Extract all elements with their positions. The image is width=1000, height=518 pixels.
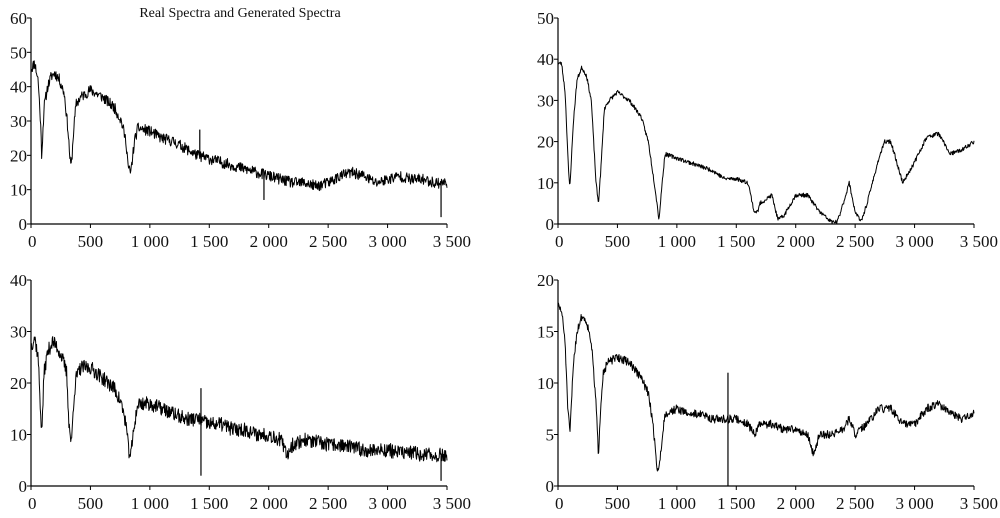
y-tick-label: 20 [10,374,27,393]
y-tick-label: 10 [10,426,27,445]
y-tick-label: 20 [537,133,554,152]
x-tick-label: 2 500 [309,232,347,251]
x-tick-label: 0 [28,494,37,513]
y-tick-label: 10 [10,181,27,200]
y-tick-label: 30 [537,91,554,110]
y-tick-label: 10 [537,174,554,193]
y-tick-label: 5 [546,426,555,445]
x-tick-label: 3 000 [895,232,933,251]
chart-panel-bottom-left: 0 10 20 30 40 0 500 1 000 1 500 2 000 2 500 3 000 3 … [10,271,471,513]
x-tick-label: 1 000 [658,232,696,251]
y-tick-label: 60 [10,9,27,28]
chart-panel-bottom-right: 0 5 10 15 20 0 500 1 000 1 500 2 000 2 500 3 000 3 5… [537,271,998,513]
x-tick-label: 500 [78,494,104,513]
x-tick-label: 3 000 [895,494,933,513]
y-tick-label: 15 [537,323,554,342]
x-tick-label: 3 500 [433,494,471,513]
x-tick-label: 1 500 [717,232,755,251]
x-tick-label: 1 000 [658,494,696,513]
x-tick-label: 2 000 [777,232,815,251]
y-tick-label: 30 [10,323,27,342]
y-tick-label: 20 [537,271,554,290]
chart-panel-top-left: 0 10 20 30 40 50 60 0 500 1 000 1 500 2 000 2 500 3 0… [10,9,471,251]
y-tick-label: 0 [546,215,555,234]
y-tick-label: 0 [546,477,555,496]
x-tick-label: 3 500 [960,232,998,251]
x-tick-label: 0 [28,232,37,251]
x-tick-label: 2 000 [250,232,288,251]
x-tick-label: 3 500 [960,494,998,513]
spectrum-line [30,60,448,192]
y-tick-label: 20 [10,146,27,165]
x-tick-label: 500 [605,494,631,513]
figure-title: Real Spectra and Generated Spectra [139,6,341,21]
spectrum-line [557,61,975,225]
x-tick-label: 2 000 [250,494,288,513]
x-tick-label: 0 [555,494,564,513]
x-tick-label: 2 500 [836,494,874,513]
x-tick-label: 2 500 [836,232,874,251]
spectrum-line [557,302,975,472]
spectrum-line [30,336,448,463]
x-tick-label: 1 500 [717,494,755,513]
y-tick-label: 40 [10,78,27,97]
y-tick-label: 0 [19,477,28,496]
x-tick-label: 2 500 [309,494,347,513]
x-tick-label: 3 500 [433,232,471,251]
y-tick-label: 10 [537,374,554,393]
x-tick-label: 1 000 [131,232,169,251]
x-tick-label: 3 000 [368,494,406,513]
y-tick-label: 0 [19,215,28,234]
y-tick-label: 50 [537,9,554,28]
x-tick-label: 500 [605,232,631,251]
y-tick-label: 40 [10,271,27,290]
y-tick-label: 30 [10,112,27,131]
x-tick-label: 1 500 [190,232,228,251]
x-tick-label: 1 000 [131,494,169,513]
x-tick-label: 0 [555,232,564,251]
x-tick-label: 3 000 [368,232,406,251]
y-tick-label: 50 [10,43,27,62]
x-tick-label: 2 000 [777,494,815,513]
y-tick-label: 40 [537,50,554,69]
x-tick-label: 1 500 [190,494,228,513]
x-tick-label: 500 [78,232,104,251]
